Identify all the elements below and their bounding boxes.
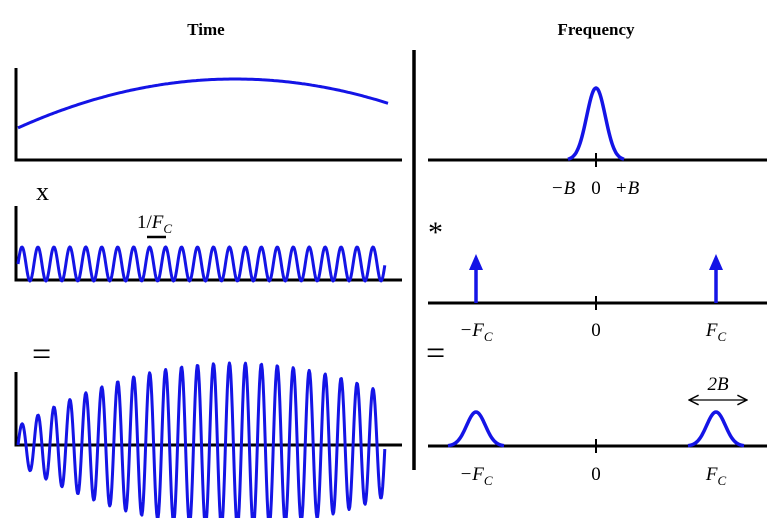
modulated-signal-curve xyxy=(16,361,387,518)
zero-label-3: 0 xyxy=(591,464,601,485)
multiply-operator: x xyxy=(36,177,49,206)
bandwidth-label: 2B xyxy=(707,374,729,395)
frequency-header: Frequency xyxy=(557,20,635,39)
zero-label-1: 0 xyxy=(591,178,601,199)
zero-label-2: 0 xyxy=(591,320,601,341)
message-signal-curve xyxy=(17,77,389,130)
time-axes-carrier xyxy=(14,206,402,282)
period-label: 1/FC xyxy=(137,212,172,236)
convolve-operator: * xyxy=(428,216,443,249)
pos-fc-label-3: FC xyxy=(705,464,727,488)
carrier-signal-curve xyxy=(16,245,387,283)
impulse-arrow-pos xyxy=(709,254,723,270)
modulated-spectrum-pos xyxy=(687,410,745,448)
equals-operator-freq: = xyxy=(426,335,445,372)
pos-b-label: +B xyxy=(615,178,640,199)
neg-fc-label-2: −FC xyxy=(459,320,492,344)
pos-fc-label-2: FC xyxy=(705,320,727,344)
equals-operator-time: = xyxy=(32,336,51,373)
neg-fc-label-3: −FC xyxy=(459,464,492,488)
time-axes-message xyxy=(14,68,402,162)
message-spectrum-curve xyxy=(567,86,625,161)
modulated-spectrum-neg xyxy=(447,410,505,448)
neg-b-label: −B xyxy=(551,178,576,199)
time-header: Time xyxy=(187,20,225,39)
impulse-arrow-neg xyxy=(469,254,483,270)
